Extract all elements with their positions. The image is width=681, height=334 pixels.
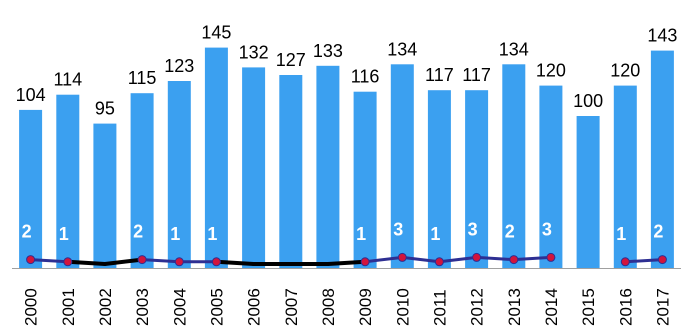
tick-label-2003: 2003 (133, 288, 152, 326)
bar-label-2002: 95 (95, 99, 115, 119)
bar-value-labels: 104 114 95 115 123 145 132 127 133 116 134 117 117 13… (16, 23, 678, 119)
bar-label-2001: 114 (53, 70, 82, 90)
tick-label-2007: 2007 (282, 288, 301, 326)
bar-2009 (353, 91, 377, 268)
bars-layer (19, 47, 674, 269)
bar-label-2006: 132 (239, 42, 269, 62)
line-label-2012: 3 (468, 219, 478, 239)
line-point-2009 (360, 257, 370, 267)
bar-2016 (613, 85, 637, 268)
bar-label-2014: 120 (536, 61, 566, 81)
line-label-2011: 1 (430, 224, 440, 244)
line-segment-2000 (29, 258, 70, 264)
bar-label-2000: 104 (16, 85, 46, 105)
bar-2011 (427, 90, 451, 268)
line-segment-2005 (214, 259, 256, 266)
line-point-2017 (657, 255, 667, 265)
bar-label-2015: 100 (573, 91, 603, 111)
line-segment-2011 (437, 255, 479, 264)
bar-label-2003: 115 (128, 68, 157, 88)
line-point-2005 (211, 257, 221, 267)
line-point-2012 (472, 252, 482, 262)
bar-label-2007: 127 (276, 50, 306, 70)
line-point-2001 (63, 257, 73, 267)
tick-label-2016: 2016 (616, 288, 635, 326)
line-segment-2010 (400, 255, 441, 264)
bar-label-2009: 116 (351, 67, 380, 87)
bar-2012 (465, 90, 489, 268)
line-label-2009: 1 (356, 224, 366, 244)
tick-label-2015: 2015 (579, 288, 598, 326)
line-segment-2016 (623, 258, 664, 264)
tick-label-2011: 2011 (430, 289, 449, 326)
bar-2015 (576, 116, 600, 268)
tick-label-2013: 2013 (505, 288, 524, 326)
line-point-2000 (26, 255, 36, 265)
line-segment-2009 (363, 255, 404, 264)
bar-2004 (167, 81, 191, 268)
bar-label-2017: 143 (647, 26, 677, 46)
line-segment-2008 (325, 259, 368, 266)
tick-label-2014: 2014 (542, 288, 561, 326)
bar-2014 (539, 85, 563, 268)
line-value-labels: 2 1 2 1 1 1 3 1 3 2 3 1 2 (22, 219, 664, 243)
line-segment-2012 (475, 255, 516, 262)
line-label-2013: 2 (505, 222, 515, 242)
line-point-2010 (397, 252, 407, 262)
bar-label-2013: 134 (499, 39, 529, 59)
bar-label-2005: 145 (201, 23, 231, 43)
bar-2013 (502, 64, 526, 268)
tick-label-2008: 2008 (319, 288, 338, 326)
line-label-2001: 1 (59, 224, 69, 244)
bar-2005 (204, 47, 228, 268)
tick-label-2009: 2009 (356, 288, 375, 326)
line-point-2011 (434, 257, 444, 267)
bar-label-2008: 133 (313, 41, 343, 61)
line-point-2004 (174, 257, 184, 267)
bar-2000 (19, 109, 43, 269)
bar-2001 (56, 94, 80, 268)
bar-2002 (93, 123, 117, 268)
line-label-2003: 2 (133, 222, 143, 242)
bar-label-2012: 117 (462, 65, 491, 85)
tick-label-2000: 2000 (22, 288, 41, 326)
line-segment-2013 (512, 255, 553, 262)
bar-label-2010: 134 (387, 39, 417, 59)
line-point-2016 (620, 257, 630, 267)
line-point-2003 (137, 255, 147, 265)
tick-label-2005: 2005 (207, 288, 226, 326)
line-point-2013 (509, 255, 519, 265)
tick-label-2010: 2010 (393, 288, 412, 326)
line-label-2016: 1 (616, 224, 626, 244)
line-point-2014 (546, 252, 556, 262)
line-label-2010: 3 (393, 219, 403, 239)
bar-label-2011: 117 (425, 65, 454, 85)
bar-2006 (242, 67, 266, 269)
tick-label-2001: 2001 (59, 288, 78, 326)
line-label-2017: 2 (653, 222, 663, 242)
tick-label-2002: 2002 (96, 288, 115, 326)
tick-label-2006: 2006 (245, 288, 264, 326)
tick-label-2004: 2004 (170, 288, 189, 326)
bar-2010 (390, 64, 414, 268)
tick-label-2012: 2012 (468, 288, 487, 326)
bar-label-2004: 123 (164, 56, 194, 76)
bar-2008 (316, 65, 340, 268)
line-segment-2001 (65, 259, 107, 266)
line-segment-2002 (102, 257, 145, 266)
bar-2017 (650, 50, 674, 268)
bar-2003 (130, 93, 154, 268)
x-axis-ticks: 2000 2001 2002 2003 2004 2005 2006 2007 2008 2009… (22, 288, 673, 326)
line-segment-2003 (140, 258, 181, 264)
line-label-2014: 3 (542, 219, 552, 239)
tick-label-2017: 2017 (653, 288, 672, 326)
line-label-2004: 1 (170, 224, 180, 244)
line-label-2000: 2 (22, 222, 32, 242)
line-series (26, 252, 667, 267)
bar-2007 (279, 75, 303, 268)
bar-label-2016: 120 (610, 61, 640, 81)
line-label-2005: 1 (207, 224, 217, 244)
